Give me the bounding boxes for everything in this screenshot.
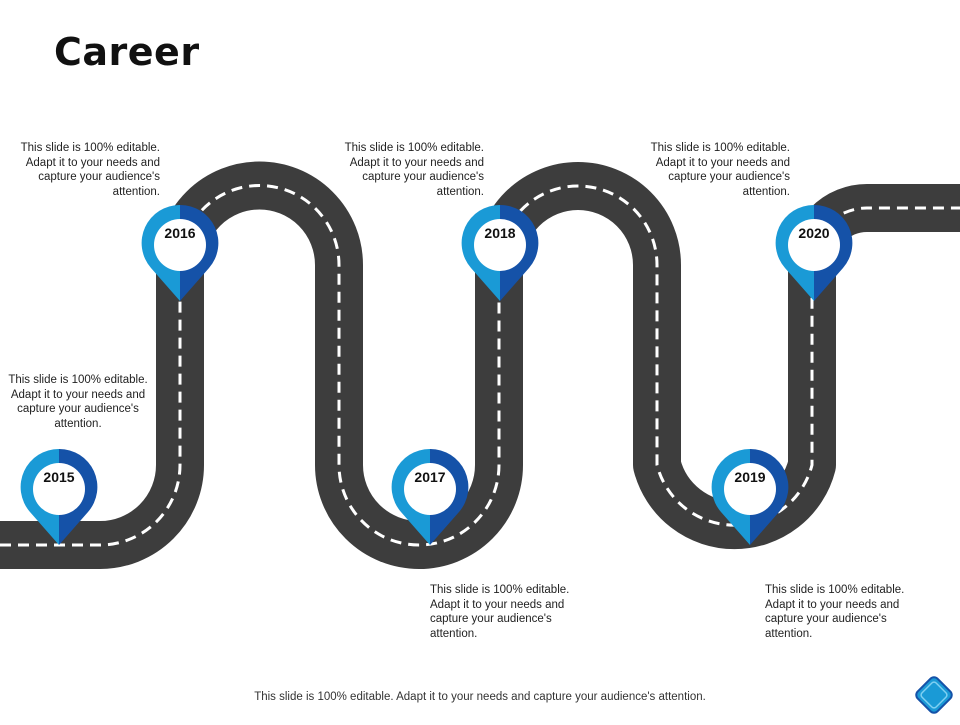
milestone-marker-2020: 2020 (774, 203, 854, 303)
map-pin-icon (711, 448, 789, 545)
milestone-note-2018: This slide is 100% editable. Adapt it to… (344, 142, 484, 198)
milestone-year: 2017 (414, 469, 446, 485)
milestone-note-2015: This slide is 100% editable. Adapt it to… (8, 374, 148, 430)
milestone-year: 2020 (798, 225, 830, 241)
milestone-marker-2015: 2015 (19, 447, 99, 547)
map-pin-icon (20, 448, 98, 545)
milestone-marker-2019: 2019 (710, 447, 790, 547)
milestone-note-2016: This slide is 100% editable. Adapt it to… (20, 142, 160, 198)
map-pin-icon (775, 204, 853, 301)
milestone-year: 2018 (484, 225, 516, 241)
milestone-note-2020: This slide is 100% editable. Adapt it to… (650, 142, 790, 198)
milestone-note-2019: This slide is 100% editable. Adapt it to… (765, 584, 905, 640)
map-pin-icon (461, 204, 539, 301)
milestone-year: 2019 (734, 469, 766, 485)
map-pin-icon (141, 204, 219, 301)
milestone-marker-2018: 2018 (460, 203, 540, 303)
milestone-marker-2016: 2016 (140, 203, 220, 303)
page-title: Career (54, 30, 200, 74)
diamond-nav-icon[interactable] (911, 675, 959, 720)
slide-footer: This slide is 100% editable. Adapt it to… (254, 691, 706, 703)
milestone-note-2017: This slide is 100% editable. Adapt it to… (430, 584, 570, 640)
milestone-year: 2016 (164, 225, 196, 241)
milestone-year: 2015 (43, 469, 75, 485)
map-pin-icon (391, 448, 469, 545)
milestone-marker-2017: 2017 (390, 447, 470, 547)
